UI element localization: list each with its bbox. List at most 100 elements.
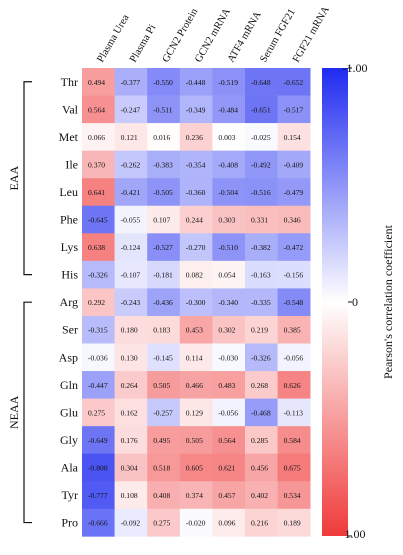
- cell-value-label: -0.504: [218, 188, 238, 197]
- heatmap-cell: [179, 205, 213, 234]
- cell-value-label: 0.494: [88, 78, 105, 87]
- cell-value-label: 0.183: [153, 326, 170, 335]
- cell-value-label: 0.236: [186, 133, 203, 142]
- heatmap-cell: [82, 481, 115, 510]
- heatmap-cell: [179, 150, 213, 179]
- cell-value-label: 0.331: [251, 216, 268, 225]
- heatmap-cell: [82, 315, 115, 344]
- cell-value-label: -0.349: [186, 105, 206, 114]
- heatmap-cell: [212, 260, 246, 289]
- colorbar-title: Pearson's correlation coefficient: [381, 224, 395, 379]
- colorbar: -1.00 0 1.00 Pearson's correlation coeffici…: [322, 61, 395, 541]
- cell-value-label: -0.472: [284, 243, 304, 252]
- heatmap-cell: [212, 315, 246, 344]
- heatmap-cell: [179, 260, 213, 289]
- heatmap-cell: [179, 453, 213, 482]
- heatmap-cell: [245, 150, 278, 179]
- heatmap-cell: [114, 453, 148, 482]
- heatmap-cell-labels: 0.494 -0.377 -0.550 -0.448 -0.519 -0.648 -0.65…: [88, 78, 303, 528]
- row-label: Phe: [60, 213, 78, 227]
- heatmap-cell: [82, 95, 115, 124]
- heatmap-cell: [245, 178, 278, 207]
- cell-value-label: -0.505: [153, 188, 173, 197]
- row-label: Leu: [59, 185, 78, 199]
- row-label: Arg: [60, 295, 78, 309]
- heatmap-cell: [179, 288, 213, 317]
- heatmap-cell: [245, 426, 278, 454]
- heatmap-cell: [114, 95, 148, 124]
- cell-value-label: 0.605: [186, 463, 203, 472]
- cell-value-label: -0.421: [121, 188, 141, 197]
- cell-value-label: 0.483: [218, 381, 235, 390]
- cell-value-label: 0.107: [153, 216, 170, 225]
- heatmap-cell: [82, 453, 115, 482]
- heatmap-cell: [277, 453, 311, 482]
- row-label: Lys: [61, 240, 79, 254]
- row-labels: Thr Val Met Ile Leu Phe Lys His Arg Ser Asp Gln Glu G…: [59, 75, 79, 530]
- cell-value-label: -0.648: [251, 78, 271, 87]
- heatmap-cell: [179, 95, 213, 124]
- heatmap-cell: [277, 343, 311, 372]
- heatmap-cell: [147, 233, 181, 262]
- cell-value-label: 0.466: [186, 381, 203, 390]
- cell-value-label: 0.154: [284, 133, 301, 142]
- cell-value-label: 0.346: [284, 216, 301, 225]
- heatmap-cell: [277, 426, 311, 454]
- cell-value-label: 0.302: [218, 326, 235, 335]
- cell-value-label: -0.092: [121, 519, 141, 528]
- group-label: EAA: [7, 166, 21, 191]
- cell-value-label: -0.262: [121, 160, 141, 169]
- cell-value-label: 0.219: [251, 326, 268, 335]
- heatmap-cell: [82, 205, 115, 234]
- cell-value-label: -0.163: [251, 271, 271, 280]
- cell-value-label: -0.447: [88, 381, 108, 390]
- cell-value-label: -0.517: [284, 105, 304, 114]
- colorbar-gradient: [322, 68, 348, 536]
- cell-value-label: 0.082: [186, 271, 203, 280]
- heatmap-cell: [147, 205, 181, 234]
- heatmap-cell: [179, 398, 213, 427]
- heatmap-cell: [179, 508, 213, 537]
- row-label: Pro: [61, 516, 78, 530]
- heatmap-cell: [82, 398, 115, 427]
- heatmap-cell: [245, 453, 278, 482]
- heatmap-cell: [245, 68, 278, 96]
- heatmap-cell: [179, 343, 213, 372]
- cell-value-label: 0.275: [88, 408, 105, 417]
- heatmap-cell: [245, 371, 278, 399]
- row-label: Asp: [59, 350, 78, 364]
- cell-value-label: 0.402: [251, 491, 268, 500]
- heatmap-cell: [245, 508, 278, 537]
- cell-value-label: 0.292: [88, 298, 105, 307]
- cell-value-label: 0.216: [251, 519, 268, 528]
- heatmap-cell: [212, 343, 246, 372]
- heatmap-cell: [147, 426, 181, 454]
- cell-value-label: -0.651: [251, 105, 271, 114]
- cell-value-label: 0.162: [121, 408, 138, 417]
- heatmap-cell: [147, 150, 181, 179]
- heatmap-cell: [212, 371, 246, 399]
- row-label: Val: [62, 102, 79, 116]
- cell-value-label: -0.511: [153, 105, 173, 114]
- heatmap-cell: [82, 68, 115, 96]
- cell-value-label: 0.304: [121, 463, 138, 472]
- cell-value-label: 0.003: [218, 133, 235, 142]
- cell-value-label: 0.505: [186, 436, 203, 445]
- cell-value-label: -0.468: [251, 408, 271, 417]
- heatmap-cell: [114, 123, 148, 151]
- cell-value-label: 0.264: [121, 381, 138, 390]
- cell-value-label: 0.303: [218, 216, 235, 225]
- heatmap-cell: [114, 481, 148, 510]
- cell-value-label: -0.340: [218, 298, 238, 307]
- cell-value-label: 0.457: [218, 491, 235, 500]
- heatmap-cell: [179, 178, 213, 207]
- heatmap-cell: [212, 205, 246, 234]
- cell-value-label: -0.020: [186, 519, 206, 528]
- cell-value-label: 0.066: [88, 133, 105, 142]
- colorbar-tick-label: -1.00: [343, 61, 368, 75]
- heatmap-cell: [147, 398, 181, 427]
- cell-value-label: 0.584: [284, 436, 301, 445]
- cell-value-label: -0.107: [121, 271, 141, 280]
